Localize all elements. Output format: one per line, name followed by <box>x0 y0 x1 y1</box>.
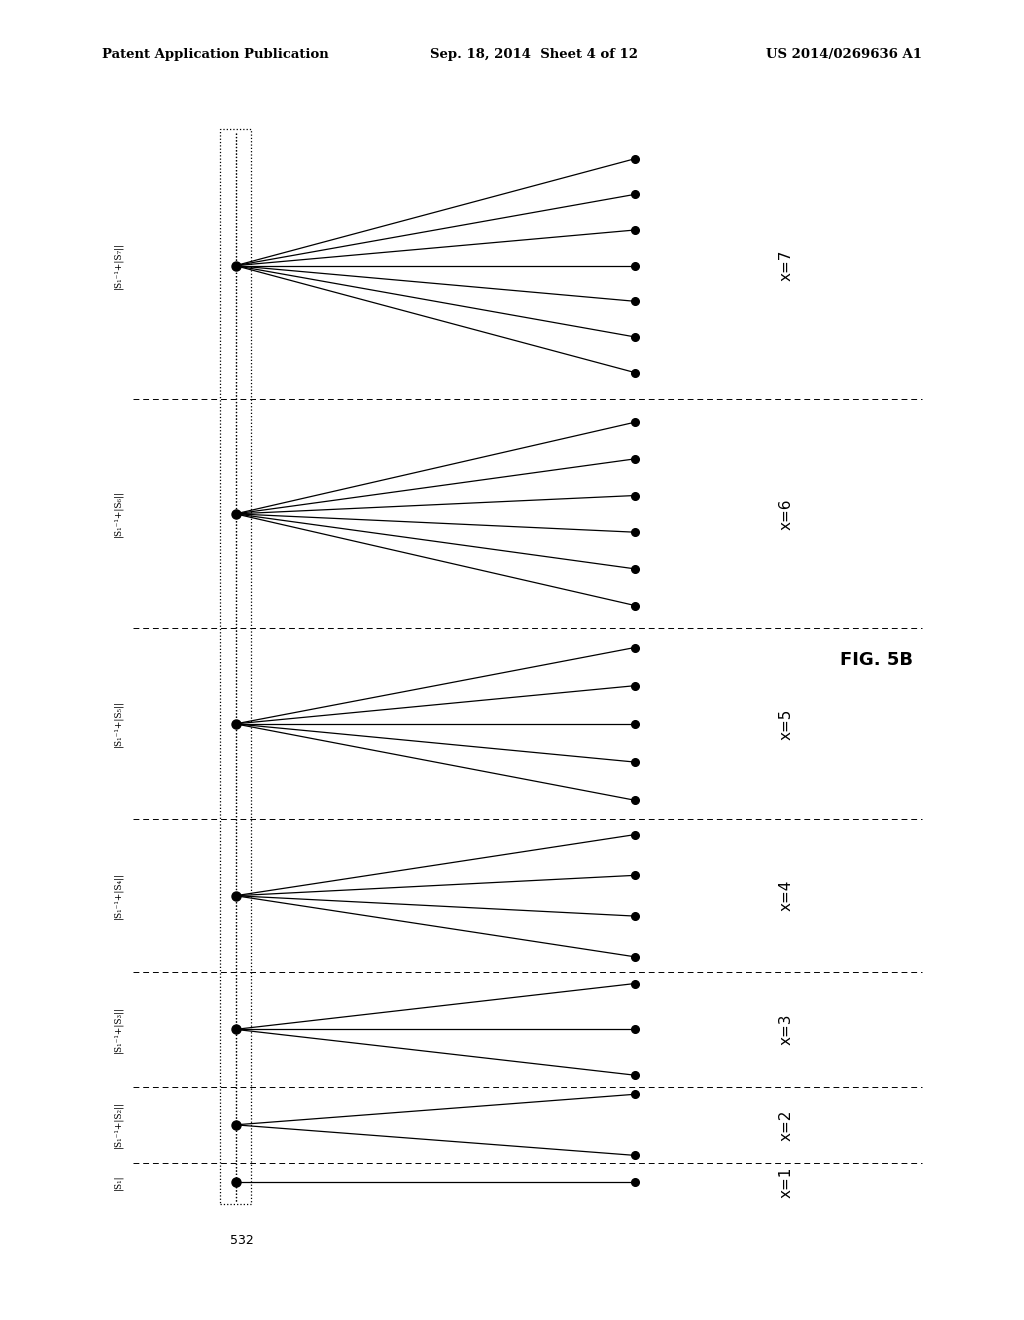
Text: |S₁⁻¹+|S₄||: |S₁⁻¹+|S₄|| <box>113 873 123 919</box>
Text: x=6: x=6 <box>778 498 794 529</box>
Text: |S₁⁻¹+|S₃||: |S₁⁻¹+|S₃|| <box>113 1006 123 1053</box>
Text: |S₁|: |S₁| <box>113 1175 123 1189</box>
Text: |S₁⁻¹+|S₆||: |S₁⁻¹+|S₆|| <box>113 490 123 537</box>
Text: US 2014/0269636 A1: US 2014/0269636 A1 <box>766 48 922 61</box>
Text: x=7: x=7 <box>778 249 794 281</box>
Text: x=1: x=1 <box>778 1167 794 1197</box>
Text: x=5: x=5 <box>778 709 794 739</box>
Text: x=2: x=2 <box>778 1109 794 1140</box>
Text: 532: 532 <box>230 1234 254 1247</box>
Text: |S₁⁻¹+|S₂||: |S₁⁻¹+|S₂|| <box>113 1101 123 1148</box>
Text: Patent Application Publication: Patent Application Publication <box>102 48 329 61</box>
Text: |S₁⁻¹+|S₇||: |S₁⁻¹+|S₇|| <box>113 242 123 289</box>
Text: |S₁⁻¹+|S₅||: |S₁⁻¹+|S₅|| <box>113 701 123 747</box>
Text: FIG. 5B: FIG. 5B <box>840 651 912 669</box>
Text: x=4: x=4 <box>778 880 794 911</box>
Text: x=3: x=3 <box>778 1014 794 1045</box>
Text: Sep. 18, 2014  Sheet 4 of 12: Sep. 18, 2014 Sheet 4 of 12 <box>430 48 638 61</box>
